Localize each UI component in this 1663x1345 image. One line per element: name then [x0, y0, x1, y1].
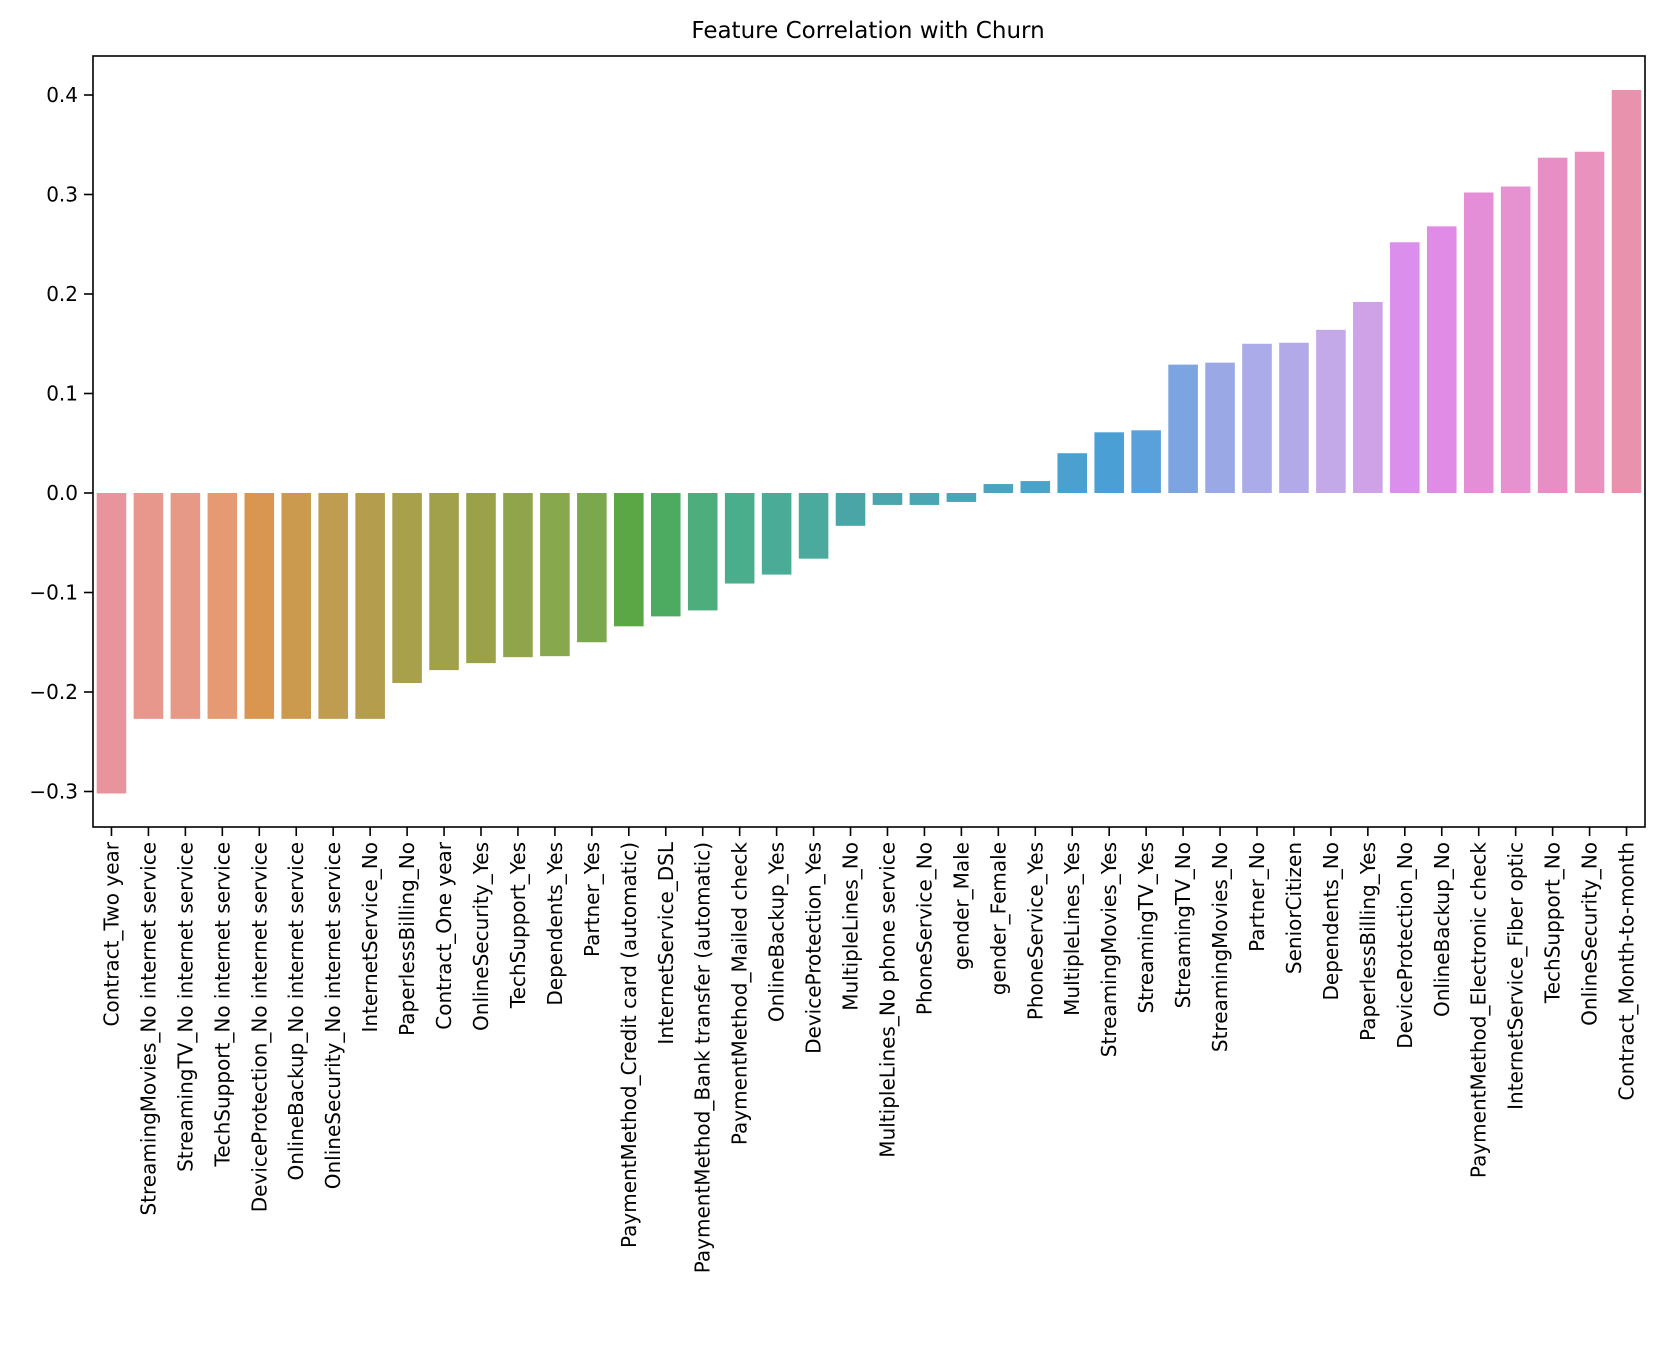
x-tick-label: gender_Female — [986, 842, 1010, 995]
bar-33 — [1316, 329, 1346, 493]
bar-15 — [650, 493, 681, 617]
y-tick-label: 0.2 — [46, 282, 78, 306]
y-tick-label: 0.4 — [46, 83, 78, 107]
x-tick-label: PaymentMethod_Mailed check — [728, 842, 752, 1146]
x-tick-label: InternetService_DSL — [654, 841, 678, 1044]
x-tick-label: OnlineSecurity_No — [1578, 842, 1602, 1026]
bar-27 — [1094, 432, 1124, 493]
bar-0 — [96, 493, 127, 794]
bar-34 — [1353, 301, 1383, 493]
x-tick-label: PaymentMethod_Bank transfer (automatic) — [691, 842, 715, 1273]
bar-11 — [503, 493, 533, 658]
bar-14 — [614, 493, 644, 627]
bar-36 — [1426, 226, 1457, 493]
y-axis: −0.3 −0.2 −0.1 0.0 0.1 0.2 0.3 0.4 — [29, 83, 93, 804]
bar-18 — [761, 493, 792, 575]
bar-4 — [244, 493, 275, 719]
bar-20 — [835, 493, 866, 526]
x-tick-label: PhoneService_Yes — [1023, 842, 1047, 1020]
bar-26 — [1057, 453, 1088, 493]
bar-19 — [798, 493, 829, 559]
bar-13 — [577, 493, 607, 643]
bar-23 — [946, 493, 977, 502]
x-tick-label: InternetService_No — [358, 842, 382, 1033]
bar-3 — [207, 493, 238, 719]
x-tick-label: TechSupport_Yes — [506, 842, 530, 1009]
chart-title: Feature Correlation with Churn — [691, 18, 1044, 44]
bar-16 — [687, 493, 718, 611]
x-tick-label: Dependents_Yes — [543, 842, 567, 1006]
bar-21 — [872, 493, 903, 505]
bar-28 — [1131, 430, 1161, 493]
x-tick-label: Contract_One year — [432, 841, 456, 1030]
bar-35 — [1390, 242, 1420, 493]
bar-29 — [1168, 364, 1198, 493]
x-tick-label: StreamingTV_Yes — [1134, 842, 1158, 1013]
x-tick-label: PaymentMethod_Electronic check — [1467, 842, 1491, 1178]
x-tick-label: Dependents_No — [1319, 842, 1343, 1001]
x-tick-label: gender_Male — [949, 842, 973, 970]
bar-7 — [355, 493, 385, 719]
bar-1 — [133, 493, 164, 719]
x-tick-label: MultipleLines_Yes — [1060, 842, 1084, 1016]
bars-layer — [96, 90, 1642, 794]
x-tick-label: OnlineSecurity_No internet service — [321, 842, 345, 1189]
bar-39 — [1537, 157, 1568, 493]
plot-frame — [92, 55, 1646, 828]
bar-10 — [466, 493, 496, 664]
x-tick-label: PaperlessBilling_No — [395, 842, 419, 1036]
x-tick-label: Partner_Yes — [580, 842, 604, 957]
x-tick-label: StreamingTV_No internet service — [173, 842, 197, 1172]
x-tick-label: Contract_Month-to-month — [1615, 842, 1639, 1101]
x-tick-label: InternetService_Fiber optic — [1504, 842, 1528, 1110]
x-tick-label: OnlineBackup_No internet service — [284, 842, 308, 1180]
bar-24 — [983, 484, 1014, 493]
y-tick-label: −0.3 — [29, 780, 78, 804]
x-tick-label: PaperlessBilling_Yes — [1356, 842, 1380, 1041]
bar-6 — [318, 493, 348, 719]
bar-32 — [1279, 342, 1309, 493]
bar-9 — [429, 493, 459, 671]
bar-40 — [1574, 151, 1605, 493]
x-tick-label: SeniorCitizen — [1282, 842, 1306, 974]
bar-8 — [392, 493, 422, 684]
x-tick-label: DeviceProtection_No internet service — [247, 842, 271, 1212]
y-tick-label: 0.0 — [46, 481, 78, 505]
x-axis: Contract_Two year StreamingMovies_No inte… — [99, 827, 1639, 1273]
bar-22 — [909, 493, 940, 505]
x-tick-label: MultipleLines_No phone service — [875, 842, 899, 1158]
x-tick-label: Contract_Two year — [99, 841, 123, 1026]
bar-41 — [1611, 90, 1642, 494]
bar-12 — [540, 493, 570, 657]
y-tick-label: −0.1 — [29, 581, 78, 605]
bar-17 — [724, 493, 755, 584]
y-tick-label: 0.1 — [46, 382, 78, 406]
x-tick-label: Partner_No — [1245, 842, 1269, 952]
bar-38 — [1500, 186, 1531, 494]
y-tick-label: −0.2 — [29, 680, 78, 704]
x-tick-label: DeviceProtection_No — [1393, 842, 1417, 1049]
x-tick-label: PhoneService_No — [912, 842, 936, 1015]
bar-30 — [1205, 362, 1235, 493]
x-tick-label: StreamingMovies_No internet service — [136, 842, 160, 1216]
x-tick-label: TechSupport_No — [1541, 842, 1565, 1004]
bar-5 — [281, 493, 312, 719]
bar-2 — [170, 493, 201, 719]
x-tick-label: PaymentMethod_Credit card (automatic) — [617, 842, 641, 1248]
bar-25 — [1020, 481, 1051, 493]
x-tick-label: StreamingTV_No — [1171, 842, 1195, 1008]
x-tick-label: StreamingMovies_Yes — [1097, 842, 1121, 1057]
x-tick-label: OnlineBackup_No — [1430, 842, 1454, 1017]
x-tick-label: TechSupport_No internet service — [210, 842, 234, 1167]
x-tick-label: OnlineBackup_Yes — [765, 842, 789, 1022]
y-tick-label: 0.3 — [46, 183, 78, 207]
x-tick-label: OnlineSecurity_Yes — [469, 842, 493, 1031]
x-tick-label: DeviceProtection_Yes — [802, 842, 826, 1054]
bar-31 — [1242, 343, 1272, 493]
x-tick-label: StreamingMovies_No — [1208, 842, 1232, 1052]
bar-37 — [1463, 192, 1494, 493]
x-tick-label: MultipleLines_No — [839, 842, 863, 1011]
